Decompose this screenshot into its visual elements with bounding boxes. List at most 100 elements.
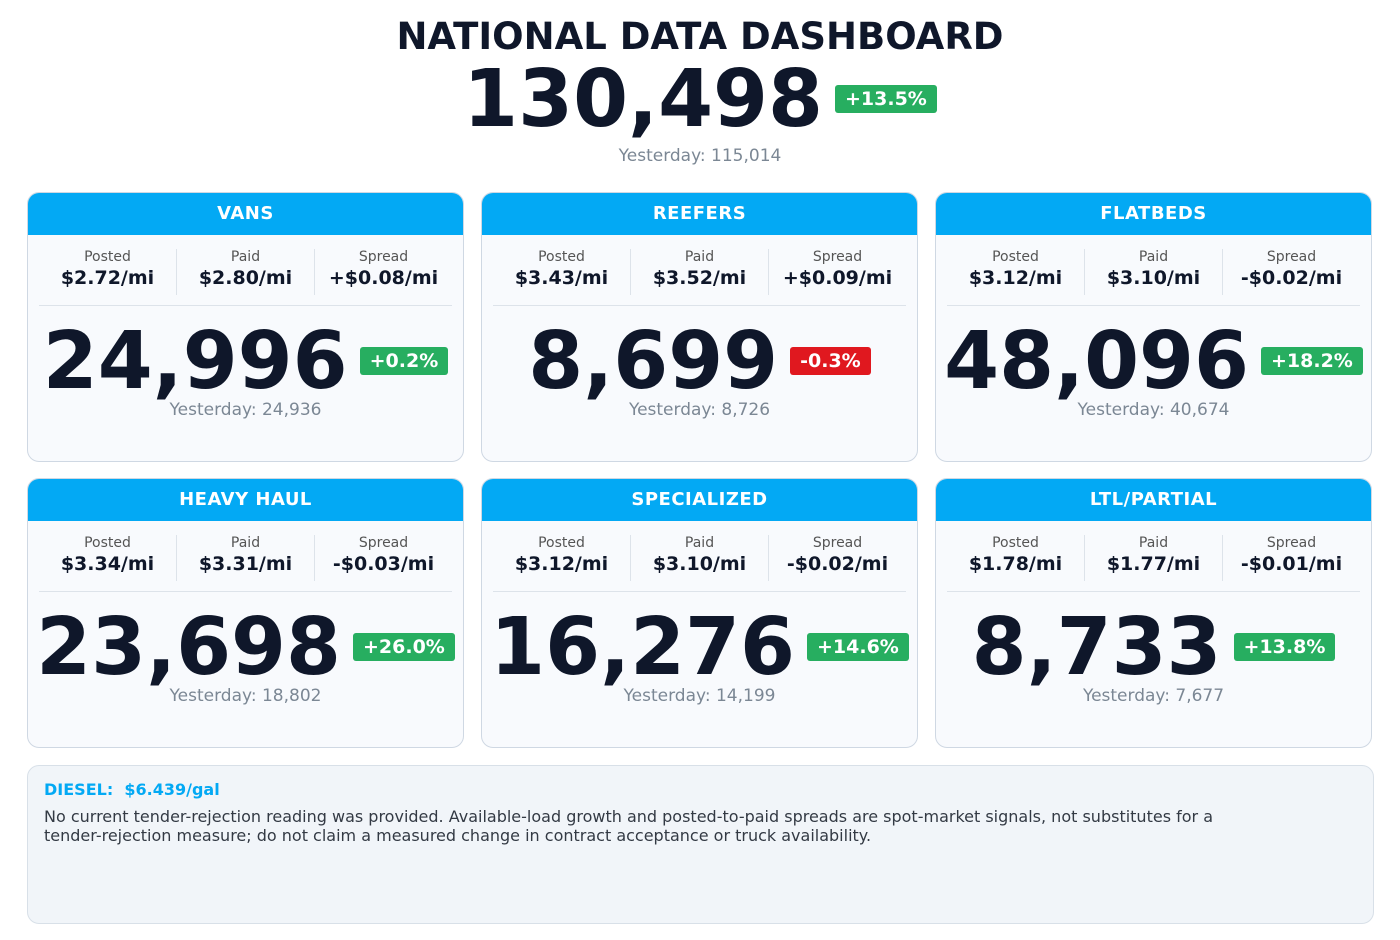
metric-label: Paid xyxy=(684,535,715,551)
change-badge: +13.8% xyxy=(1233,633,1336,661)
metric-value: +$0.08/mi xyxy=(328,267,439,289)
diesel-value: $6.439/gal xyxy=(124,780,220,799)
total-row: 130,498 +13.5% xyxy=(0,58,1400,140)
metric: Posted $1.78/mi xyxy=(947,535,1084,581)
metric-value: $3.12/mi xyxy=(968,267,1063,289)
change-badge: +18.2% xyxy=(1261,347,1363,375)
metric: Spread -$0.02/mi xyxy=(1222,249,1360,295)
metric-label: Paid xyxy=(1138,535,1169,551)
card-title: LTL/PARTIAL xyxy=(936,479,1371,521)
metric: Posted $3.34/mi xyxy=(39,535,176,581)
card: REEFERS Posted $3.43/mi Paid $3.52/mi Spread +… xyxy=(481,192,918,462)
loads-row: 24,996 +0.2% xyxy=(28,314,463,408)
metric-value: $3.10/mi xyxy=(652,553,747,575)
metric: Posted $3.43/mi xyxy=(493,249,630,295)
metric-label: Spread xyxy=(812,249,863,265)
note: DIESEL: $6.439/gal No current tender-rej… xyxy=(27,765,1374,924)
metric-label: Spread xyxy=(358,535,409,551)
metric-label: Spread xyxy=(1266,249,1317,265)
metric-label: Paid xyxy=(230,535,261,551)
metric-label: Posted xyxy=(992,535,1039,551)
card-title: VANS xyxy=(28,193,463,235)
loads: 48,096 xyxy=(944,315,1249,407)
metric-label: Paid xyxy=(230,249,261,265)
loads-row: 48,096 +18.2% xyxy=(936,314,1371,408)
metric-label: Paid xyxy=(1138,249,1169,265)
diesel: DIESEL: $6.439/gal xyxy=(44,780,1357,799)
change-badge: +14.6% xyxy=(807,633,909,661)
metric: Paid $3.10/mi xyxy=(1084,249,1222,295)
metric-label: Posted xyxy=(992,249,1039,265)
metric-value: +$0.09/mi xyxy=(782,267,893,289)
metric-value: -$0.01/mi xyxy=(1240,553,1343,575)
note-text: No current tender-rejection reading was … xyxy=(44,807,1213,845)
card: VANS Posted $2.72/mi Paid $2.80/mi Spread +$0.… xyxy=(27,192,464,462)
metric-value: $1.78/mi xyxy=(968,553,1063,575)
metric-value: $1.77/mi xyxy=(1106,553,1201,575)
metric-label: Paid xyxy=(684,249,715,265)
metric-value: $3.34/mi xyxy=(60,553,155,575)
loads-row: 23,698 +26.0% xyxy=(28,600,463,694)
card-title: REEFERS xyxy=(482,193,917,235)
total-loads: 130,498 xyxy=(463,53,823,145)
metric: Spread -$0.01/mi xyxy=(1222,535,1360,581)
metric-value: $3.12/mi xyxy=(514,553,609,575)
card-title: HEAVY HAUL xyxy=(28,479,463,521)
metric: Paid $3.10/mi xyxy=(630,535,768,581)
loads-row: 16,276 +14.6% xyxy=(482,600,917,694)
metric-value: -$0.03/mi xyxy=(332,553,435,575)
metrics: Posted $3.34/mi Paid $3.31/mi Spread -$0.03/m… xyxy=(39,535,452,592)
loads: 8,733 xyxy=(971,601,1222,693)
yesterday: Yesterday: 115,014 xyxy=(618,146,782,166)
metric: Paid $2.80/mi xyxy=(176,249,314,295)
loads: 23,698 xyxy=(36,601,341,693)
loads-row: 8,699 -0.3% xyxy=(482,314,917,408)
metric-value: $2.80/mi xyxy=(198,267,293,289)
metric: Paid $1.77/mi xyxy=(1084,535,1222,581)
metric: Posted $3.12/mi xyxy=(947,249,1084,295)
loads: 16,276 xyxy=(490,601,795,693)
diesel-label: DIESEL: xyxy=(44,780,114,799)
metric-label: Posted xyxy=(538,535,585,551)
metric-label: Spread xyxy=(358,249,409,265)
yesterday: Yesterday: 40,674 xyxy=(1077,400,1230,420)
change-badge: +13.5% xyxy=(834,85,937,113)
metric-label: Spread xyxy=(1266,535,1317,551)
title: NATIONAL DATA DASHBOARD xyxy=(396,15,1004,58)
metric: Spread +$0.09/mi xyxy=(768,249,906,295)
metric: Paid $3.31/mi xyxy=(176,535,314,581)
metrics: Posted $2.72/mi Paid $2.80/mi Spread +$0.08/m… xyxy=(39,249,452,306)
metric-label: Spread xyxy=(812,535,863,551)
yesterday: Yesterday: 24,936 xyxy=(169,400,322,420)
card: LTL/PARTIAL Posted $1.78/mi Paid $1.77/mi Spr… xyxy=(935,478,1372,748)
card: FLATBEDS Posted $3.12/mi Paid $3.10/mi Spread… xyxy=(935,192,1372,462)
metric: Posted $2.72/mi xyxy=(39,249,176,295)
metric-label: Posted xyxy=(84,535,131,551)
header: NATIONAL DATA DASHBOARD 130,498 +13.5% Y… xyxy=(0,0,1400,176)
card: SPECIALIZED Posted $3.12/mi Paid $3.10/mi Spr… xyxy=(481,478,918,748)
metric: Spread +$0.08/mi xyxy=(314,249,452,295)
card-title: FLATBEDS xyxy=(936,193,1371,235)
card-grid: VANS Posted $2.72/mi Paid $2.80/mi Spread +$0.… xyxy=(27,192,1373,748)
metrics: Posted $3.12/mi Paid $3.10/mi Spread -$0.02/m… xyxy=(493,535,906,592)
metrics: Posted $3.12/mi Paid $3.10/mi Spread -$0.02/m… xyxy=(947,249,1360,306)
metric: Posted $3.12/mi xyxy=(493,535,630,581)
metric-value: $3.10/mi xyxy=(1106,267,1201,289)
metric: Spread -$0.02/mi xyxy=(768,535,906,581)
metric-value: -$0.02/mi xyxy=(1240,267,1343,289)
card: HEAVY HAUL Posted $3.34/mi Paid $3.31/mi Spre… xyxy=(27,478,464,748)
change-badge: -0.3% xyxy=(790,347,871,375)
change-badge: +26.0% xyxy=(353,633,455,661)
loads-row: 8,733 +13.8% xyxy=(936,600,1371,694)
loads: 8,699 xyxy=(528,315,779,407)
metric-value: $3.52/mi xyxy=(652,267,747,289)
metric-label: Posted xyxy=(538,249,585,265)
yesterday: Yesterday: 7,677 xyxy=(1082,686,1225,706)
loads: 24,996 xyxy=(42,315,348,407)
metric-value: $3.43/mi xyxy=(514,267,609,289)
change-badge: +0.2% xyxy=(359,347,449,375)
metric: Paid $3.52/mi xyxy=(630,249,768,295)
yesterday: Yesterday: 18,802 xyxy=(169,686,322,706)
metric-label: Posted xyxy=(84,249,131,265)
